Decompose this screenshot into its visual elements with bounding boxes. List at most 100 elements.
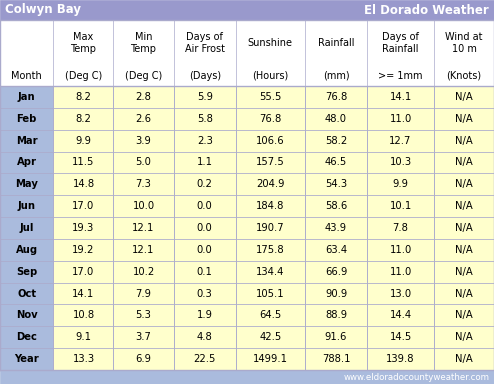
Text: 22.5: 22.5: [194, 354, 216, 364]
Bar: [173, 305, 236, 326]
Text: N/A: N/A: [455, 201, 473, 211]
Text: 134.4: 134.4: [256, 267, 285, 277]
Text: 157.5: 157.5: [256, 157, 285, 167]
Text: 14.1: 14.1: [72, 288, 94, 298]
Text: 184.8: 184.8: [256, 201, 285, 211]
Bar: [53, 86, 114, 108]
Bar: [53, 239, 114, 261]
Text: Apr: Apr: [17, 157, 37, 167]
Text: 10.0: 10.0: [132, 201, 155, 211]
Text: 10.8: 10.8: [73, 310, 94, 320]
Text: 190.7: 190.7: [256, 223, 285, 233]
Bar: [53, 130, 114, 152]
Bar: [173, 195, 236, 217]
Text: Wind at
10 m: Wind at 10 m: [445, 32, 483, 54]
Bar: [0, 195, 53, 217]
Text: Dec: Dec: [16, 332, 37, 342]
Bar: [0, 370, 494, 384]
Bar: [0, 283, 53, 305]
Text: 17.0: 17.0: [72, 267, 94, 277]
Bar: [434, 152, 494, 174]
Text: 12.1: 12.1: [132, 245, 155, 255]
Text: 19.2: 19.2: [72, 245, 95, 255]
Text: 14.5: 14.5: [389, 332, 412, 342]
Bar: [434, 326, 494, 348]
Text: 5.0: 5.0: [135, 157, 152, 167]
Text: N/A: N/A: [455, 114, 473, 124]
Text: 58.6: 58.6: [325, 201, 347, 211]
Bar: [236, 174, 305, 195]
Bar: [0, 86, 53, 108]
Bar: [305, 108, 367, 130]
Text: N/A: N/A: [455, 245, 473, 255]
Bar: [434, 239, 494, 261]
Bar: [173, 152, 236, 174]
Bar: [0, 239, 53, 261]
Bar: [53, 217, 114, 239]
Text: 42.5: 42.5: [259, 332, 282, 342]
Bar: [0, 217, 53, 239]
Bar: [305, 305, 367, 326]
Bar: [305, 86, 367, 108]
Bar: [53, 261, 114, 283]
Text: 8.2: 8.2: [76, 92, 91, 102]
Bar: [236, 152, 305, 174]
Text: 11.0: 11.0: [389, 114, 412, 124]
Bar: [0, 174, 53, 195]
Text: 11.0: 11.0: [389, 245, 412, 255]
Text: 12.1: 12.1: [132, 223, 155, 233]
Bar: [236, 326, 305, 348]
Bar: [114, 239, 173, 261]
Text: (Deg C): (Deg C): [125, 71, 162, 81]
Bar: [114, 348, 173, 370]
Text: 76.8: 76.8: [259, 114, 282, 124]
Bar: [367, 283, 434, 305]
Text: 0.0: 0.0: [197, 201, 212, 211]
Text: 8.2: 8.2: [76, 114, 91, 124]
Text: (Days): (Days): [189, 71, 221, 81]
Bar: [53, 108, 114, 130]
Text: 58.2: 58.2: [325, 136, 347, 146]
Bar: [0, 261, 53, 283]
Text: Jan: Jan: [18, 92, 36, 102]
Text: 88.9: 88.9: [325, 310, 347, 320]
Text: 4.8: 4.8: [197, 332, 212, 342]
Text: N/A: N/A: [455, 288, 473, 298]
Text: Aug: Aug: [16, 245, 38, 255]
Text: 0.2: 0.2: [197, 179, 212, 189]
Bar: [434, 174, 494, 195]
Bar: [114, 195, 173, 217]
Text: (Deg C): (Deg C): [65, 71, 102, 81]
Bar: [173, 239, 236, 261]
Text: 90.9: 90.9: [325, 288, 347, 298]
Text: Nov: Nov: [16, 310, 38, 320]
Text: 10.3: 10.3: [389, 157, 412, 167]
Text: Colwyn Bay: Colwyn Bay: [5, 3, 81, 17]
Bar: [434, 195, 494, 217]
Text: Rainfall: Rainfall: [318, 38, 354, 48]
Bar: [53, 152, 114, 174]
Bar: [236, 217, 305, 239]
Bar: [53, 326, 114, 348]
Text: El Dorado Weather: El Dorado Weather: [364, 3, 489, 17]
Bar: [53, 174, 114, 195]
Bar: [367, 217, 434, 239]
Bar: [173, 283, 236, 305]
Bar: [236, 86, 305, 108]
Text: Mar: Mar: [16, 136, 38, 146]
Bar: [0, 348, 53, 370]
Text: N/A: N/A: [455, 310, 473, 320]
Bar: [367, 348, 434, 370]
Bar: [305, 130, 367, 152]
Bar: [173, 326, 236, 348]
Text: Jun: Jun: [18, 201, 36, 211]
Bar: [434, 217, 494, 239]
Text: 2.6: 2.6: [135, 114, 152, 124]
Bar: [173, 217, 236, 239]
Text: 5.8: 5.8: [197, 114, 212, 124]
Text: 139.8: 139.8: [386, 354, 415, 364]
Text: 175.8: 175.8: [256, 245, 285, 255]
Text: 3.9: 3.9: [135, 136, 152, 146]
Bar: [173, 86, 236, 108]
Bar: [305, 239, 367, 261]
